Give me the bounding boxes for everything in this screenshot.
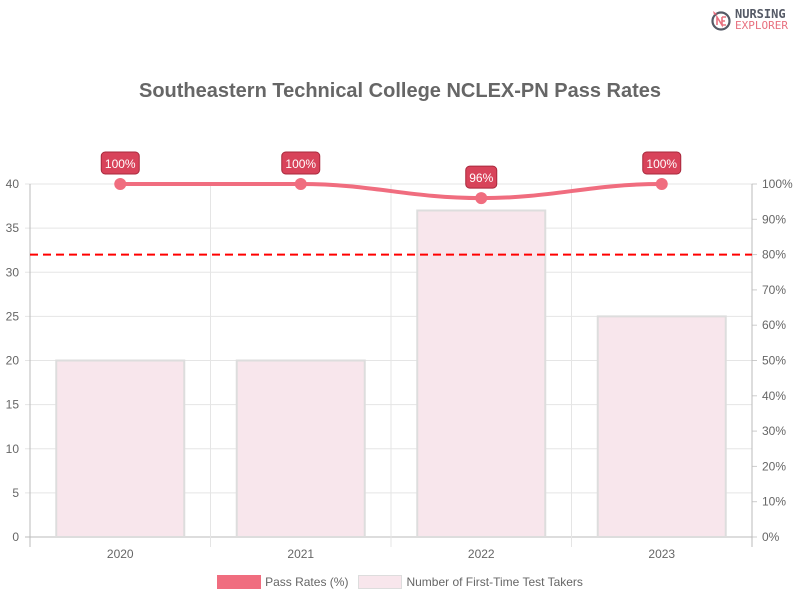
right-tick-label: 20%	[762, 459, 786, 473]
left-tick-label: 25	[6, 309, 20, 323]
pass-rate-line	[120, 181, 662, 201]
pass-rate-point	[475, 192, 488, 205]
data-label-box	[642, 151, 682, 175]
legend-label-pass-rates: Pass Rates (%)	[265, 575, 349, 589]
x-tick-label: 2020	[107, 547, 134, 561]
right-tick-label: 0%	[762, 530, 780, 544]
legend-item-pass-rates[interactable]: Pass Rates (%)	[217, 575, 348, 589]
data-label: 100%	[105, 157, 136, 171]
data-label: 100%	[285, 157, 316, 171]
right-tick-label: 90%	[762, 212, 786, 226]
logo-text-2: EXPLORER	[735, 19, 788, 32]
right-tick-label: 50%	[762, 354, 786, 368]
right-tick-label: 70%	[762, 283, 786, 297]
left-tick-label: 15	[6, 398, 20, 412]
left-tick-label: 0	[12, 530, 19, 544]
x-tick-label: 2021	[287, 547, 314, 561]
pass-rate-point	[114, 178, 127, 190]
right-tick-label: 60%	[762, 318, 786, 332]
right-tick-label: 40%	[762, 389, 786, 403]
logo-icon	[711, 11, 731, 31]
x-tick-label: 2023	[648, 547, 675, 561]
data-label-box	[465, 165, 498, 189]
bar	[596, 315, 727, 538]
x-tick-label: 2022	[468, 547, 495, 561]
data-label-box	[100, 151, 140, 175]
left-tick-label: 35	[6, 221, 20, 235]
bar	[416, 209, 547, 538]
left-tick-label: 10	[6, 442, 20, 456]
left-tick-label: 20	[6, 354, 20, 368]
pass-rate-point	[655, 178, 668, 190]
legend-swatch-pass-rates	[217, 575, 262, 589]
left-tick-label: 5	[12, 486, 19, 500]
right-tick-label: 80%	[762, 248, 786, 262]
logo: NURSING EXPLORER	[710, 7, 788, 32]
legend-item-test-takers[interactable]: Number of First-Time Test Takers	[358, 575, 583, 589]
legend-label-test-takers: Number of First-Time Test Takers	[406, 575, 583, 589]
right-tick-label: 10%	[762, 495, 786, 509]
bar	[235, 359, 366, 538]
data-label: 100%	[646, 157, 677, 171]
legend: Pass Rates (%) Number of First-Time Test…	[0, 575, 800, 589]
right-tick-label: 100%	[762, 177, 793, 191]
pass-rate-point	[294, 178, 307, 190]
logo-text-1: NURSING	[735, 7, 786, 21]
legend-swatch-test-takers	[358, 575, 403, 589]
data-label-box	[281, 151, 321, 175]
chart-title: Southeastern Technical College NCLEX-PN …	[138, 80, 661, 102]
left-tick-label: 30	[6, 265, 20, 279]
bar	[55, 359, 186, 538]
right-tick-label: 30%	[762, 424, 786, 438]
left-tick-label: 40	[6, 177, 20, 191]
data-label: 96%	[469, 171, 493, 185]
